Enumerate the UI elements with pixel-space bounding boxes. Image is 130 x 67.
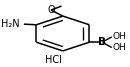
Text: OH: OH xyxy=(112,32,126,41)
Text: O: O xyxy=(47,5,55,15)
Text: H₂N: H₂N xyxy=(1,19,20,29)
Text: B: B xyxy=(98,37,106,47)
Text: HCl: HCl xyxy=(45,55,62,65)
Text: OH: OH xyxy=(112,43,126,52)
